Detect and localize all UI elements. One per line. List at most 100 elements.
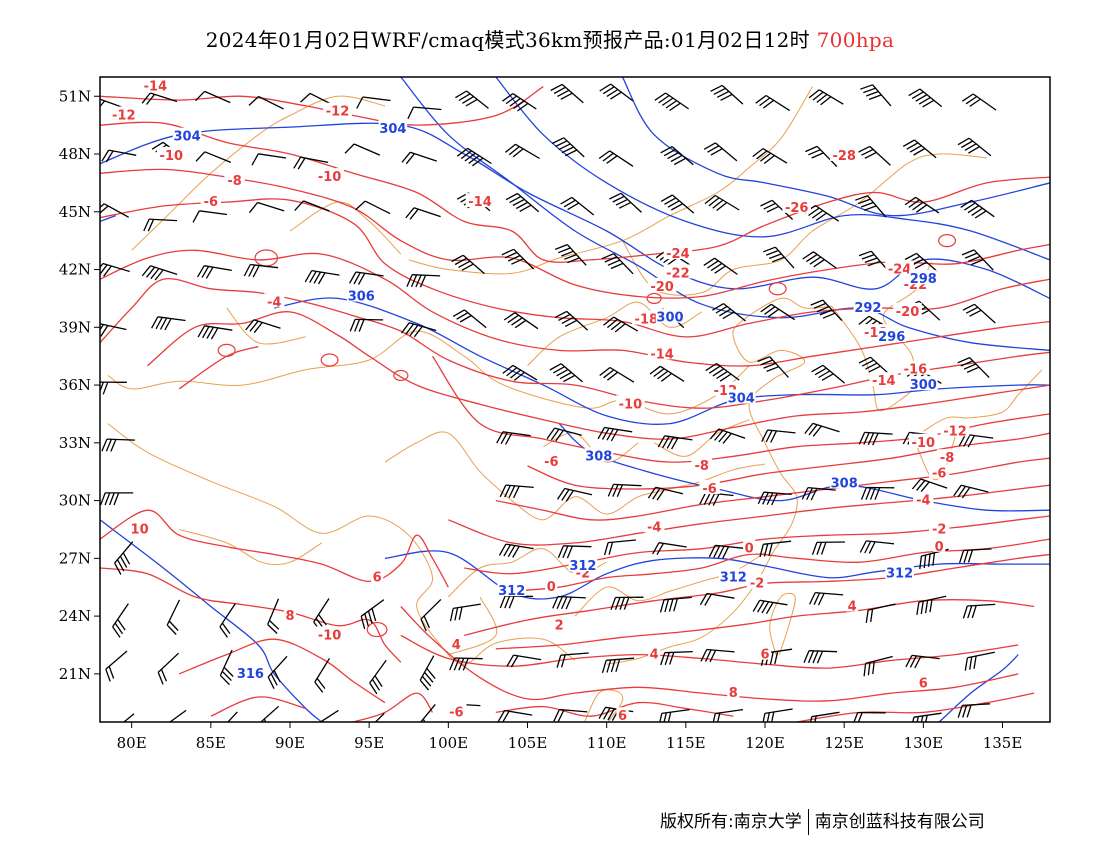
wind-barb — [802, 251, 837, 269]
temperature-label-bg — [746, 574, 768, 589]
wind-barb — [703, 257, 738, 275]
temperature-label-bg — [743, 539, 756, 554]
wind-barb — [122, 713, 135, 722]
temperature-label: -14 — [468, 195, 492, 210]
boundary-lines — [107, 86, 1043, 722]
temperature-label: -8 — [227, 174, 241, 189]
wind-barb — [958, 433, 994, 448]
temperature-label-bg — [129, 520, 150, 535]
height-label: 292 — [854, 301, 881, 316]
wind-barb — [504, 143, 540, 160]
temperature-label: -2 — [750, 576, 764, 591]
x-tick-label: 105E — [508, 734, 548, 752]
wind-barb — [151, 316, 186, 331]
wind-barb — [554, 243, 587, 266]
wind-barb — [804, 422, 840, 437]
temperature-label-bg — [699, 480, 720, 494]
wind-barb — [699, 592, 735, 606]
height-label-bg — [885, 564, 914, 579]
temperature-label: -10 — [160, 149, 184, 164]
plot-frame — [99, 76, 1051, 723]
y-tick-label: 51N — [59, 87, 91, 105]
wind-barb — [703, 142, 738, 162]
height-label: 300 — [910, 378, 937, 393]
boundary-line — [511, 463, 766, 521]
wind-barb — [857, 145, 891, 166]
wind-barb — [503, 312, 539, 330]
x-tick-label: 90E — [275, 734, 305, 752]
wind-barb — [502, 93, 537, 112]
wind-barb — [449, 603, 481, 622]
wind-barb — [607, 483, 642, 498]
height-label: 308 — [831, 476, 858, 491]
temperature-label-bg — [940, 422, 970, 437]
copyright-footer: 版权所有:南京大学 南京创蓝科技有限公司 — [660, 807, 985, 835]
boundary-line — [408, 86, 813, 275]
temperature-label: -4 — [647, 521, 661, 536]
wind-barb — [197, 325, 233, 340]
wind-barb — [314, 657, 331, 693]
temperature-label: -12 — [326, 105, 350, 120]
temperature-label-bg — [933, 537, 946, 552]
y-axis: 51N 48N 45N 42N 39N 36N 33N 30N 27N 24N 21N — [59, 87, 100, 683]
wind-barb — [659, 708, 690, 722]
wind-barb — [100, 323, 127, 337]
wind-barb — [652, 542, 687, 556]
wind-barb — [810, 299, 843, 322]
wind-barb — [496, 431, 531, 445]
height-label: 304 — [379, 122, 406, 137]
temperature-label-bg — [727, 684, 740, 699]
height-label-bg — [497, 582, 526, 597]
wind-barb — [659, 596, 692, 613]
wind-barb — [553, 708, 588, 722]
wind-barb — [294, 200, 330, 212]
footer-separator — [807, 809, 809, 835]
wind-barb — [552, 595, 586, 610]
wind-barb — [248, 95, 284, 110]
wind-barb — [401, 151, 438, 165]
x-tick-label: 120E — [745, 734, 785, 752]
temperature-label-bg — [371, 568, 384, 583]
height-contour — [400, 77, 1050, 352]
temperature-contour — [400, 606, 1019, 702]
height-label-bg — [853, 299, 883, 313]
temperature-label: 6 — [760, 648, 769, 663]
temperature-label-bg — [465, 193, 495, 208]
boundary-line — [448, 596, 498, 656]
wind-barb — [456, 147, 492, 167]
wind-barb — [550, 83, 584, 104]
height-label: 306 — [348, 290, 375, 305]
wind-barb — [660, 650, 693, 666]
temperature-label: -26 — [785, 201, 809, 216]
temperature-label: 8 — [285, 609, 294, 624]
temperature-loop — [938, 234, 957, 248]
temperature-label: 10 — [131, 523, 149, 538]
height-label-bg — [909, 376, 938, 391]
temperature-label-bg — [869, 372, 899, 387]
wind-barb — [603, 316, 639, 333]
wind-barb — [355, 200, 391, 215]
wind-barb — [761, 429, 796, 443]
temperature-label-bg — [323, 102, 352, 117]
height-label-bg — [727, 389, 756, 404]
temperature-label-bg — [632, 310, 661, 325]
boundary-line — [179, 529, 322, 566]
wind-barb — [452, 309, 487, 329]
wind-barb — [560, 196, 595, 216]
wind-barb — [904, 196, 940, 214]
temperature-label-bg — [782, 198, 811, 213]
temperature-label: -4 — [916, 494, 930, 509]
wind-barb — [957, 703, 991, 718]
temperature-loop — [646, 292, 662, 305]
wind-barb — [708, 544, 744, 559]
temperature-label: -6 — [702, 482, 716, 497]
height-label-bg — [719, 568, 748, 583]
wind-barb — [451, 254, 485, 275]
boundary-line — [107, 423, 576, 665]
height-contour — [274, 297, 1050, 426]
temperature-label: -8 — [940, 451, 954, 466]
wind-barb — [400, 322, 437, 338]
wind-barb — [601, 253, 634, 275]
wind-barb — [497, 709, 533, 722]
wind-barb — [759, 540, 792, 558]
